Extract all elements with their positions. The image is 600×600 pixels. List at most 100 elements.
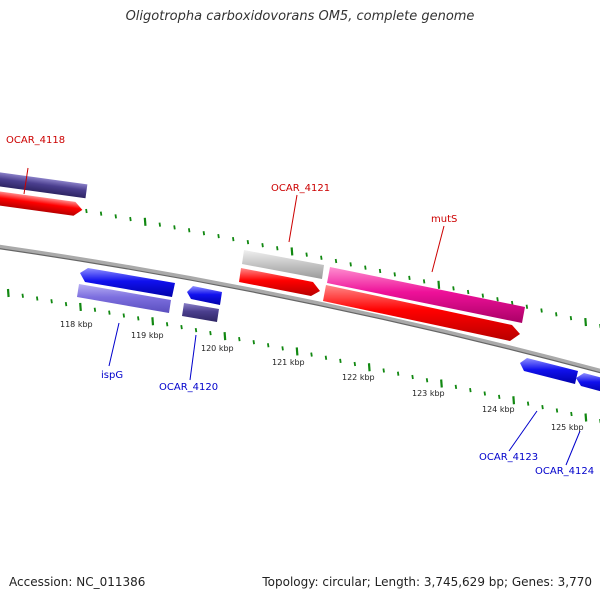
inner-tick — [310, 352, 313, 357]
outer-tick — [217, 234, 220, 239]
inner-tick — [252, 340, 255, 345]
outer-tick — [320, 255, 323, 260]
gene-label-ocar-4124[interactable]: OCAR_4124 — [535, 466, 594, 477]
outer-tick — [129, 216, 132, 222]
inner-tick — [238, 337, 241, 342]
inner-tick — [194, 327, 198, 333]
gene-label-ocar-4123[interactable]: OCAR_4123 — [479, 452, 538, 463]
outer-tick — [246, 240, 250, 245]
inner-tick — [79, 302, 82, 311]
inner-tick — [93, 307, 97, 312]
inner-tick — [367, 363, 371, 372]
scale-label: 119 kbp — [131, 331, 164, 340]
inner-tick — [35, 296, 39, 301]
scale-label: 124 kbp — [482, 405, 515, 414]
feature-ocar-4120-blue[interactable] — [187, 286, 222, 305]
gene-label-ispg[interactable]: ispG — [101, 370, 123, 381]
scale-label: 121 kbp — [272, 358, 305, 367]
feature-ocar-4121-red[interactable] — [239, 268, 320, 296]
inner-tick — [526, 401, 530, 406]
outer-tick — [114, 214, 117, 219]
inner-tick — [64, 301, 68, 307]
outer-tick — [158, 222, 162, 227]
inner-tick — [108, 310, 111, 315]
inner-tick-ring — [6, 288, 600, 424]
outer-tick — [276, 246, 279, 251]
feature-ocar-4120-dark[interactable] — [182, 303, 219, 322]
leader-line-muts — [431, 225, 445, 273]
outer-tick — [143, 217, 147, 226]
leader-line-ocar-4123 — [508, 410, 538, 452]
inner-tick — [584, 413, 588, 422]
scale-label: 125 kbp — [551, 423, 584, 432]
outer-tick — [393, 272, 396, 277]
leader-line-ocar-4120 — [189, 334, 197, 381]
outer-tick — [555, 312, 558, 317]
scale-label: 120 kbp — [201, 344, 234, 353]
inner-tick — [425, 378, 429, 383]
leader-line-ocar-4121 — [288, 194, 298, 243]
inner-tick — [50, 299, 53, 304]
genome-backbone — [0, 244, 600, 373]
outer-tick — [525, 304, 529, 309]
outer-tick — [584, 317, 588, 327]
scale-label: 123 kbp — [412, 389, 445, 398]
inner-tick — [382, 368, 385, 373]
outer-tick — [466, 289, 470, 295]
topology-text: Topology: circular; Length: 3,745,629 bp… — [262, 575, 592, 589]
inner-tick — [353, 361, 357, 367]
feature-ocar-4121-gray[interactable] — [242, 250, 324, 279]
inner-tick — [339, 358, 342, 363]
inner-tick — [498, 394, 501, 400]
feature-ocar-4123-blue[interactable] — [520, 358, 578, 384]
inner-tick — [209, 330, 212, 336]
inner-tick — [555, 408, 559, 413]
outer-tick — [378, 268, 382, 274]
outer-tick — [261, 243, 264, 248]
feature-ocar-4118-forward[interactable] — [0, 171, 88, 199]
outer-tick — [511, 300, 514, 306]
outer-tick — [232, 236, 235, 242]
outer-tick — [85, 208, 88, 214]
gene-label-ocar-4121[interactable]: OCAR_4121 — [271, 183, 330, 194]
gene-label-ocar-4118[interactable]: OCAR_4118 — [6, 135, 65, 146]
inner-tick — [483, 391, 486, 396]
feature-ispg-purple[interactable] — [77, 284, 171, 313]
leader-line-ocar-4118 — [23, 167, 29, 195]
outer-tick — [305, 252, 308, 257]
feature-ocar-4124-blue[interactable] — [576, 373, 600, 393]
outer-tick — [187, 228, 191, 233]
outer-tick — [99, 211, 103, 216]
inner-tick — [454, 384, 458, 389]
gene-label-ocar-4120[interactable]: OCAR_4120 — [159, 382, 218, 393]
outer-tick — [334, 258, 338, 264]
inner-tick — [151, 317, 155, 326]
outer-tick — [437, 280, 441, 289]
inner-tick — [396, 371, 400, 376]
inner-tick — [411, 374, 414, 380]
inner-tick — [324, 355, 328, 360]
inner-tick — [180, 325, 183, 330]
feature-muts-forward[interactable] — [327, 267, 525, 323]
inner-tick — [570, 411, 573, 417]
inner-tick — [165, 322, 169, 327]
feature-muts-red[interactable] — [323, 285, 520, 341]
outer-tick — [173, 225, 176, 230]
outer-tick — [202, 231, 206, 236]
gene-label-muts[interactable]: mutS — [431, 214, 457, 225]
feature-ocar-4118-red[interactable] — [0, 189, 83, 217]
feature-ispg-blue[interactable] — [80, 268, 175, 297]
leader-line-ocar-4124 — [565, 430, 581, 466]
accession-text: Accession: NC_011386 — [9, 575, 146, 589]
outer-tick — [408, 275, 411, 280]
scale-label: 118 kbp — [60, 320, 93, 329]
inner-tick — [6, 288, 10, 298]
inner-tick — [512, 396, 516, 405]
outer-tick — [481, 293, 485, 298]
leader-line-ispg — [108, 322, 120, 367]
scale-label: 122 kbp — [342, 373, 375, 382]
map-title: Oligotropha carboxidovorans OM5, complet… — [125, 9, 475, 24]
outer-tick — [422, 279, 426, 284]
inner-tick — [469, 388, 472, 393]
